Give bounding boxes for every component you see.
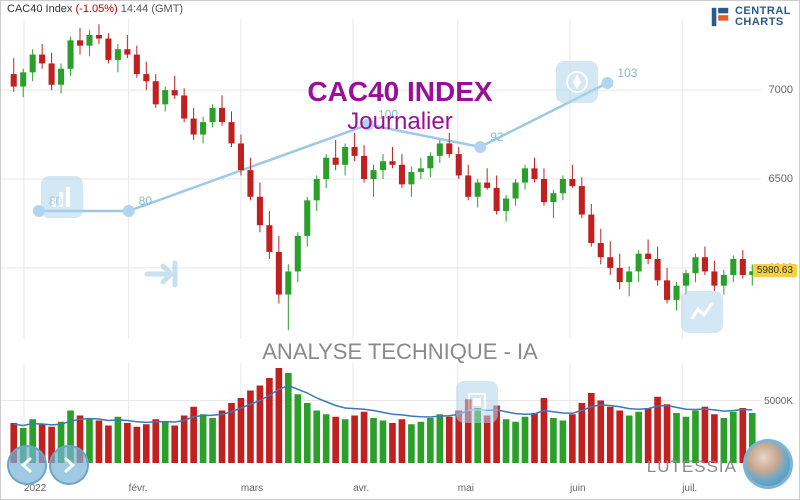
timestamp: 14:44 (GMT) <box>121 3 183 15</box>
x-tick: mars <box>241 483 263 494</box>
y-axis-price: 6000650070005980.63 <box>759 19 797 339</box>
x-tick: mai <box>458 483 474 494</box>
instrument-name: CAC40 Index <box>7 3 72 15</box>
logo-text-2: CHARTS <box>735 17 791 28</box>
deco-square-icon <box>456 381 498 423</box>
title-main: CAC40 INDEX <box>307 76 492 108</box>
x-tick: févr. <box>129 483 148 494</box>
brand-label: LUTESSIA <box>647 457 737 477</box>
svg-text:80: 80 <box>139 194 153 208</box>
volume-chart[interactable] <box>1 363 761 463</box>
y-tick: 6500 <box>769 173 793 185</box>
price-change: (-1.05%) <box>76 3 118 15</box>
nav-next-button[interactable] <box>49 445 89 485</box>
logo-icon <box>709 6 731 28</box>
vol-y-tick: 5000K <box>764 396 793 407</box>
chart-container: CAC40 Index (-1.05%) 14:44 (GMT) CENTRAL… <box>0 0 800 500</box>
x-tick: avr. <box>353 483 369 494</box>
header: CAC40 Index (-1.05%) 14:44 (GMT) <box>7 3 183 15</box>
price-chart[interactable]: 808010092103 <box>1 19 761 339</box>
deco-bars-icon <box>41 176 83 218</box>
chart-title: CAC40 INDEX Journalier <box>307 76 492 136</box>
deco-zig-icon <box>681 291 723 333</box>
y-tick: 7000 <box>769 84 793 96</box>
deco-arrow-icon <box>141 251 187 302</box>
nav-arrows <box>7 445 89 485</box>
x-tick: juil. <box>682 483 697 494</box>
avatar <box>743 439 793 489</box>
subtitle: ANALYSE TECHNIQUE - IA <box>262 339 537 365</box>
deco-compass-icon <box>556 61 598 103</box>
nav-prev-button[interactable] <box>7 445 47 485</box>
svg-text:103: 103 <box>617 66 637 80</box>
arrow-left-icon <box>17 455 37 475</box>
current-price-label: 5980.63 <box>753 264 797 277</box>
x-tick: juin <box>570 483 586 494</box>
logo: CENTRAL CHARTS <box>709 6 791 28</box>
x-axis: 2022févr.marsavr.maijuinjuil. <box>1 483 761 497</box>
title-sub: Journalier <box>307 108 492 136</box>
arrow-right-icon <box>59 455 79 475</box>
